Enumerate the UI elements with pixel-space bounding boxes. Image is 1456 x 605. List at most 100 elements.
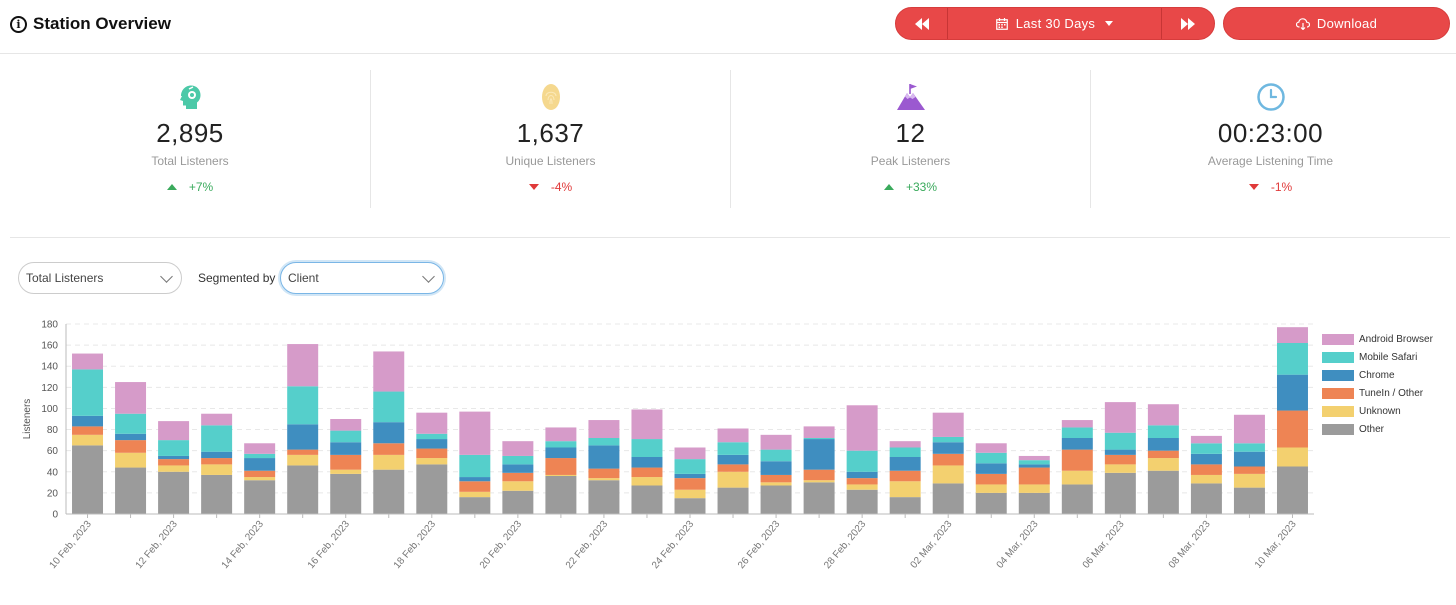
bar-segment (588, 420, 620, 438)
bar-segment (373, 391, 405, 423)
bar-segment (330, 469, 362, 474)
bar-segment (588, 480, 620, 514)
bar-segment (1147, 425, 1179, 438)
metric-select[interactable]: Total Listeners (18, 262, 182, 294)
bar-segment (545, 474, 577, 476)
legend-item[interactable]: Other (1322, 420, 1433, 438)
bar-segment (717, 487, 749, 514)
bar-segment (545, 458, 577, 475)
bar-segment (717, 464, 749, 472)
bar-segment (1147, 470, 1179, 514)
arrow-down-icon (528, 184, 539, 190)
bar-segment (72, 369, 104, 416)
bar-segment (631, 439, 663, 457)
stat-change: +33% (731, 180, 1090, 194)
chevron-down-icon (422, 270, 435, 283)
bar-segment (459, 481, 491, 492)
bar-segment (588, 468, 620, 479)
bar-segment (244, 458, 276, 471)
bar-segment (115, 413, 147, 434)
bar-segment (631, 409, 663, 440)
download-button[interactable]: Download (1223, 7, 1450, 40)
bar-segment (244, 453, 276, 459)
x-tick-label: 18 Feb, 2023 (392, 519, 439, 572)
bar-segment (674, 478, 706, 490)
bar-segment (717, 428, 749, 443)
legend-label: Mobile Safari (1359, 351, 1418, 363)
bar-segment (545, 441, 577, 448)
next-range-button[interactable] (1162, 8, 1214, 39)
bar-segment (115, 467, 147, 514)
legend-item[interactable]: Unknown (1322, 402, 1433, 420)
stat-value: 1,637 (516, 118, 585, 148)
y-tick-label: 120 (41, 383, 58, 394)
header-bar: i Station Overview Last 30 Days Download (0, 0, 1456, 54)
bar-segment (889, 470, 921, 482)
bar-segment (1018, 484, 1050, 493)
info-icon[interactable]: i (10, 15, 27, 33)
bar-segment (674, 447, 706, 460)
stat-change-value: -1% (1270, 180, 1293, 194)
bar-segment (459, 497, 491, 514)
bar-segment (760, 449, 792, 462)
bar-segment (803, 439, 835, 470)
segment-select[interactable]: Client (280, 262, 444, 294)
bar-segment (287, 454, 319, 466)
bar-segment (502, 455, 534, 465)
bar-segment (373, 443, 405, 455)
bar-segment (1018, 460, 1050, 465)
bar-segment (1104, 449, 1136, 455)
date-range-control: Last 30 Days (895, 7, 1215, 40)
bar-segment (760, 461, 792, 475)
stat-peak-listeners: 12 Peak Listeners +33% (730, 70, 1090, 208)
bar-segment (545, 427, 577, 442)
bar-segment (158, 421, 190, 441)
bar-segment (1233, 443, 1265, 452)
x-tick-label: 12 Feb, 2023 (134, 519, 181, 572)
bar-segment (932, 412, 964, 437)
bar-segment (1276, 410, 1308, 448)
bar-segment (975, 484, 1007, 493)
stats-row: 2,895 Total Listeners +7% 1,637 Unique L… (10, 70, 1450, 208)
bar-segment (502, 472, 534, 482)
bar-segment (760, 485, 792, 514)
stat-value: 12 (895, 118, 926, 148)
bar-segment (244, 443, 276, 454)
bar-segment (803, 426, 835, 438)
bar-segment (717, 471, 749, 488)
legend-label: Android Browser (1359, 333, 1433, 345)
legend-item[interactable]: TuneIn / Other (1322, 384, 1433, 402)
legend-item[interactable]: Android Browser (1322, 330, 1433, 348)
bar-segment (416, 439, 448, 449)
bar-segment (975, 463, 1007, 474)
x-tick-label: 22 Feb, 2023 (564, 519, 611, 572)
legend-item[interactable]: Chrome (1322, 366, 1433, 384)
date-range-dropdown[interactable]: Last 30 Days (948, 8, 1162, 39)
legend-swatch (1322, 333, 1354, 345)
bar-segment (1276, 327, 1308, 343)
bar-segment (502, 490, 534, 514)
bar-segment (631, 457, 663, 468)
bar-segment (502, 464, 534, 473)
legend-item[interactable]: Mobile Safari (1322, 348, 1433, 366)
bar-segment (72, 445, 104, 514)
previous-range-button[interactable] (896, 8, 948, 39)
mountain-flag-icon (896, 84, 925, 110)
bar-segment (201, 474, 233, 514)
bar-segment (1061, 449, 1093, 471)
bar-segment (1233, 451, 1265, 467)
legend-swatch (1322, 423, 1354, 435)
bar-segment (846, 450, 878, 472)
bar-segment (588, 438, 620, 446)
x-tick-label: 20 Feb, 2023 (478, 519, 525, 572)
bar-segment (1276, 447, 1308, 467)
bar-segment (932, 453, 964, 466)
x-tick-label: 26 Feb, 2023 (736, 519, 783, 572)
bar-segment (932, 465, 964, 484)
bar-segment (158, 459, 190, 466)
bar-segment (115, 452, 147, 468)
bar-segment (846, 405, 878, 451)
bar-segment (846, 489, 878, 514)
bar-segment (201, 413, 233, 426)
bar-segment (1147, 450, 1179, 459)
